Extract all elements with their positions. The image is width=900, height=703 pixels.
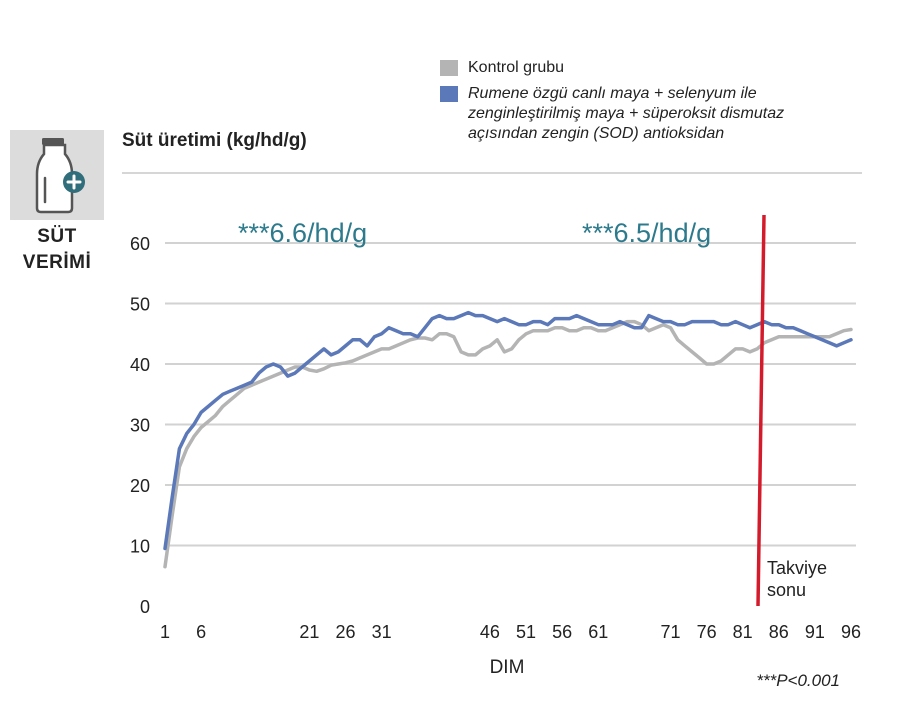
y-tick-label-10: 10 [130, 537, 150, 557]
footnote: ***P<0.001 [756, 671, 840, 690]
supplement-end-label-line1: Takviye [767, 558, 827, 578]
chart-title: Süt üretimi (kg/hd/g) [122, 130, 307, 151]
legend-label-treatment-line1: Rumene özgü canlı maya + selenyum ile [468, 85, 757, 102]
milk-bottle-plus-icon [35, 138, 85, 214]
annotation-2: ***6.5/hd/g [582, 218, 711, 248]
x-axis: 1 6 21 26 31 46 51 56 61 71 76 81 86 91 96 [160, 622, 861, 642]
grid [165, 242, 856, 547]
x-tick-label-81: 81 [733, 622, 753, 642]
legend: Kontrol grubu Rumene özgü canlı maya + s… [440, 58, 784, 144]
x-tick-label-76: 76 [697, 622, 717, 642]
x-tick-label-31: 31 [372, 622, 392, 642]
legend-label-treatment-line2: zenginleştirilmiş maya + süperoksit dism… [468, 105, 785, 122]
legend-item-treatment: Rumene özgü canlı maya + selenyum ile ze… [440, 84, 784, 144]
x-axis-label: DIM [490, 657, 525, 678]
x-tick-label-46: 46 [480, 622, 500, 642]
series-line-treatment [163, 310, 853, 551]
supplement-end-label-line2: sonu [767, 580, 806, 600]
x-tick-label-86: 86 [769, 622, 789, 642]
x-tick-label-6: 6 [196, 622, 206, 642]
x-tick-label-21: 21 [299, 622, 319, 642]
x-tick-label-26: 26 [336, 622, 356, 642]
milk-icon-panel [10, 130, 104, 220]
icon-label-line2: VERİMİ [22, 252, 92, 273]
y-tick-label-40: 40 [130, 355, 150, 375]
x-tick-label-56: 56 [552, 622, 572, 642]
y-tick-label-20: 20 [130, 476, 150, 496]
x-tick-label-71: 71 [660, 622, 680, 642]
x-tick-label-1: 1 [160, 622, 170, 642]
legend-label-control: Kontrol grubu [468, 59, 565, 76]
x-tick-label-51: 51 [516, 622, 536, 642]
y-axis: 0 10 20 30 40 50 60 [130, 234, 150, 617]
y-tick-label-0: 0 [140, 597, 150, 617]
legend-item-control: Kontrol grubu [440, 58, 784, 78]
y-tick-label-30: 30 [130, 416, 150, 436]
y-tick-label-50: 50 [130, 295, 150, 315]
icon-label-line1: SÜT [37, 226, 77, 247]
series-group [163, 310, 853, 569]
legend-swatch-control [440, 60, 458, 76]
series-line-control [163, 319, 853, 569]
x-tick-label-91: 91 [805, 622, 825, 642]
supplement-end-line [756, 214, 766, 607]
legend-swatch-treatment [440, 86, 458, 102]
y-tick-label-60: 60 [130, 234, 150, 254]
annotation-1: ***6.6/hd/g [238, 218, 367, 248]
annotations: ***6.6/hd/g ***6.5/hd/g [238, 218, 711, 248]
legend-label-treatment-line3: açısından zengin (SOD) antioksidan [468, 125, 725, 142]
x-tick-label-96: 96 [841, 622, 861, 642]
x-tick-label-61: 61 [588, 622, 608, 642]
